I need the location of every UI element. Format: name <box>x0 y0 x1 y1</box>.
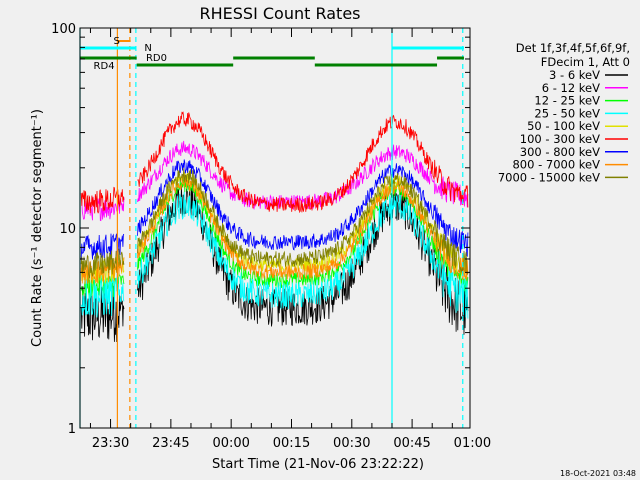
series-line-6 <box>137 159 469 258</box>
legend-entry-label: 25 - 50 keV <box>534 106 600 120</box>
flag-label: RD0 <box>146 53 167 64</box>
legend-header-line: FDecim 1, Att 0 <box>541 55 630 69</box>
legend-entry-label: 7000 - 15000 keV <box>498 170 600 184</box>
legend-entry-label: 6 - 12 keV <box>542 81 600 95</box>
legend-entry-label: 3 - 6 keV <box>549 68 600 82</box>
x-tick-label: 01:00 <box>454 436 491 451</box>
legend-entry-label: 12 - 25 keV <box>534 94 600 108</box>
legend-header-line: Det 1f,3f,4f,5f,6f,9f, <box>516 41 630 55</box>
y-tick-label: 100 <box>51 22 76 37</box>
legend-entry-label: 800 - 7000 keV <box>512 158 600 172</box>
generation-timestamp: 18-Oct-2021 03:48 <box>560 469 636 478</box>
y-axis-label: Count Rate (s⁻¹ detector segment⁻¹) <box>30 109 45 347</box>
series-line-8 <box>137 168 469 276</box>
flag-label: RD4 <box>94 61 115 72</box>
axis-layer: 1 10 100 23:30 23:45 00:00 00:15 00:30 00:45 01:0… <box>51 22 491 451</box>
legend-entry-label: 300 - 800 keV <box>520 145 600 159</box>
x-tick-label: 23:45 <box>152 436 189 451</box>
legend-entry-label: 50 - 100 keV <box>527 119 600 133</box>
flag-label: N <box>144 43 151 54</box>
series-line-3 <box>137 191 469 319</box>
x-axis-label: Start Time (21-Nov-06 23:22:22) <box>212 457 424 472</box>
series-line-1 <box>137 140 469 210</box>
flag-label: S <box>113 36 119 47</box>
x-tick-label: 00:15 <box>273 436 310 451</box>
y-tick-label: 10 <box>59 222 76 237</box>
legend-entry-label: 100 - 300 keV <box>520 132 600 146</box>
x-tick-label: 00:45 <box>393 436 430 451</box>
x-tick-label: 00:00 <box>212 436 249 451</box>
legend: Det 1f,3f,4f,5f,6f,9f,FDecim 1, Att 03 -… <box>498 41 630 184</box>
y-tick-label: 1 <box>68 422 76 437</box>
series-line-2 <box>137 176 469 295</box>
x-tick-label: 23:30 <box>92 436 129 451</box>
x-tick-label: 00:30 <box>333 436 370 451</box>
chart-title: RHESSI Count Rates <box>200 4 361 23</box>
series-line-5 <box>137 111 469 214</box>
